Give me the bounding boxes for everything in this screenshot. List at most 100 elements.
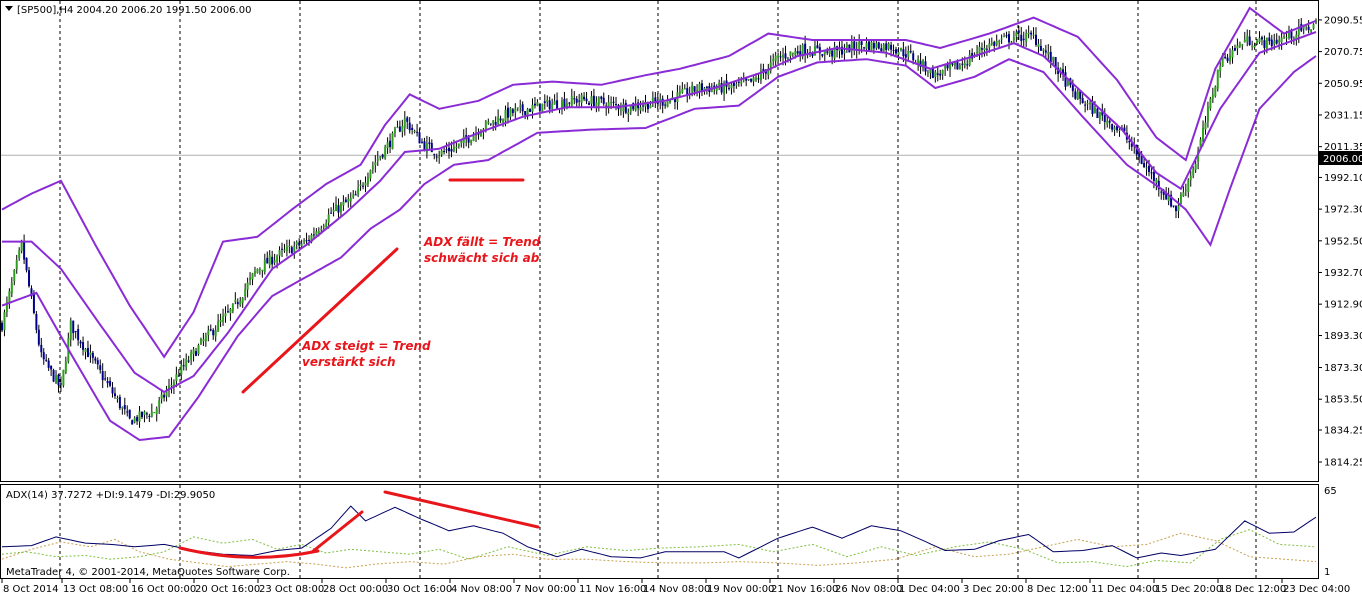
candle-body: [249, 277, 252, 281]
candle-body: [236, 302, 239, 305]
candle-body: [772, 59, 775, 62]
candle-body: [416, 131, 419, 133]
candle-body: [408, 122, 411, 131]
candle-body: [492, 120, 495, 124]
candle-body: [1280, 37, 1283, 43]
candle-body: [37, 329, 40, 345]
candle-body: [693, 86, 696, 92]
candle-body: [133, 417, 136, 423]
candle-body: [359, 184, 362, 186]
x-tick-label: 8 Oct 2014: [3, 584, 58, 595]
candle-body: [1307, 26, 1310, 31]
candle-body: [634, 104, 637, 111]
candle-body: [1030, 32, 1033, 35]
candle-body: [651, 97, 654, 103]
candle-body: [145, 413, 148, 415]
candle-body: [514, 108, 517, 113]
candle-body: [931, 67, 934, 79]
candle-body: [312, 234, 315, 236]
candle-body: [985, 48, 988, 50]
candle-body: [1064, 72, 1067, 87]
candle-body: [976, 52, 979, 54]
candle-body: [438, 156, 441, 158]
candle-body: [366, 177, 369, 184]
candle-body: [1103, 115, 1106, 123]
candle-body: [140, 411, 143, 418]
y-tick-label: 2031.15: [1324, 110, 1362, 121]
candle-body: [310, 235, 313, 243]
candle-body: [251, 273, 254, 280]
candle-body: [1199, 139, 1202, 149]
candle-body: [816, 45, 819, 49]
candle-body: [956, 61, 959, 70]
candle-body: [1160, 191, 1163, 193]
candle-body: [1231, 49, 1234, 58]
candle-body: [1152, 171, 1155, 181]
candle-body: [536, 102, 539, 107]
candle-body: [1270, 39, 1273, 46]
candle-body: [195, 351, 198, 356]
symbol-dropdown-icon[interactable]: [5, 6, 13, 11]
candle-body: [158, 400, 161, 408]
candle-body: [678, 91, 681, 94]
candle-body: [762, 68, 765, 73]
candle-body: [747, 79, 750, 81]
candle-body: [858, 41, 861, 51]
candle-body: [563, 98, 566, 108]
candle-body: [371, 165, 374, 170]
adx-lines: [1, 505, 1317, 569]
candle-body: [813, 46, 816, 56]
candle-body: [811, 53, 814, 56]
candle-body: [922, 60, 925, 68]
candle-body: [1108, 120, 1111, 123]
candle-body: [624, 102, 627, 113]
candle-body: [531, 104, 534, 112]
candle-body: [72, 320, 75, 334]
candle-body: [163, 394, 166, 398]
candle-body: [1032, 34, 1035, 36]
candle-body: [1022, 38, 1025, 40]
candle-body: [818, 47, 821, 54]
candle-body: [1177, 205, 1180, 211]
x-tick-label: 20 Oct 16:00: [195, 584, 260, 595]
candle-body: [1187, 179, 1190, 192]
candle-body: [990, 42, 993, 45]
indicator-grid: [59, 485, 1257, 578]
candle-body: [433, 154, 436, 156]
candle-body: [1000, 38, 1003, 40]
candle-body: [450, 148, 453, 152]
candle-body: [82, 342, 85, 350]
candle-body: [489, 123, 492, 125]
main-y-axis: 2090.55 2070.75 2050.95 2031.15 2011.35 1992.…: [1318, 15, 1362, 469]
candle-body: [435, 156, 438, 158]
indicator-y-tick-label: 1: [1324, 567, 1330, 578]
candle-body: [1248, 36, 1251, 45]
candle-body: [423, 141, 426, 151]
candle-body: [1157, 180, 1160, 190]
candle-body: [202, 339, 205, 342]
candle-body: [877, 42, 880, 49]
candle-body: [499, 118, 502, 121]
candle-body: [332, 209, 335, 212]
candle-body: [683, 88, 686, 90]
candle-body: [1123, 127, 1126, 132]
candle-body: [1221, 54, 1224, 67]
candle-body: [150, 411, 153, 417]
candle-body: [740, 81, 743, 84]
candle-body: [160, 394, 163, 399]
candles: [1, 18, 1317, 428]
candle-body: [180, 364, 183, 375]
candle-body: [560, 100, 563, 108]
candle-body: [654, 97, 657, 102]
candle-body: [521, 104, 524, 112]
candle-body: [10, 282, 13, 294]
candle-body: [209, 329, 212, 331]
candle-body: [1118, 129, 1121, 131]
candle-body: [244, 289, 247, 297]
candle-body: [958, 65, 961, 70]
candle-body: [1256, 40, 1259, 44]
candle-body: [1260, 37, 1263, 40]
candle-body: [246, 282, 249, 290]
candle-body: [1027, 32, 1030, 34]
candle-body: [1209, 98, 1212, 109]
